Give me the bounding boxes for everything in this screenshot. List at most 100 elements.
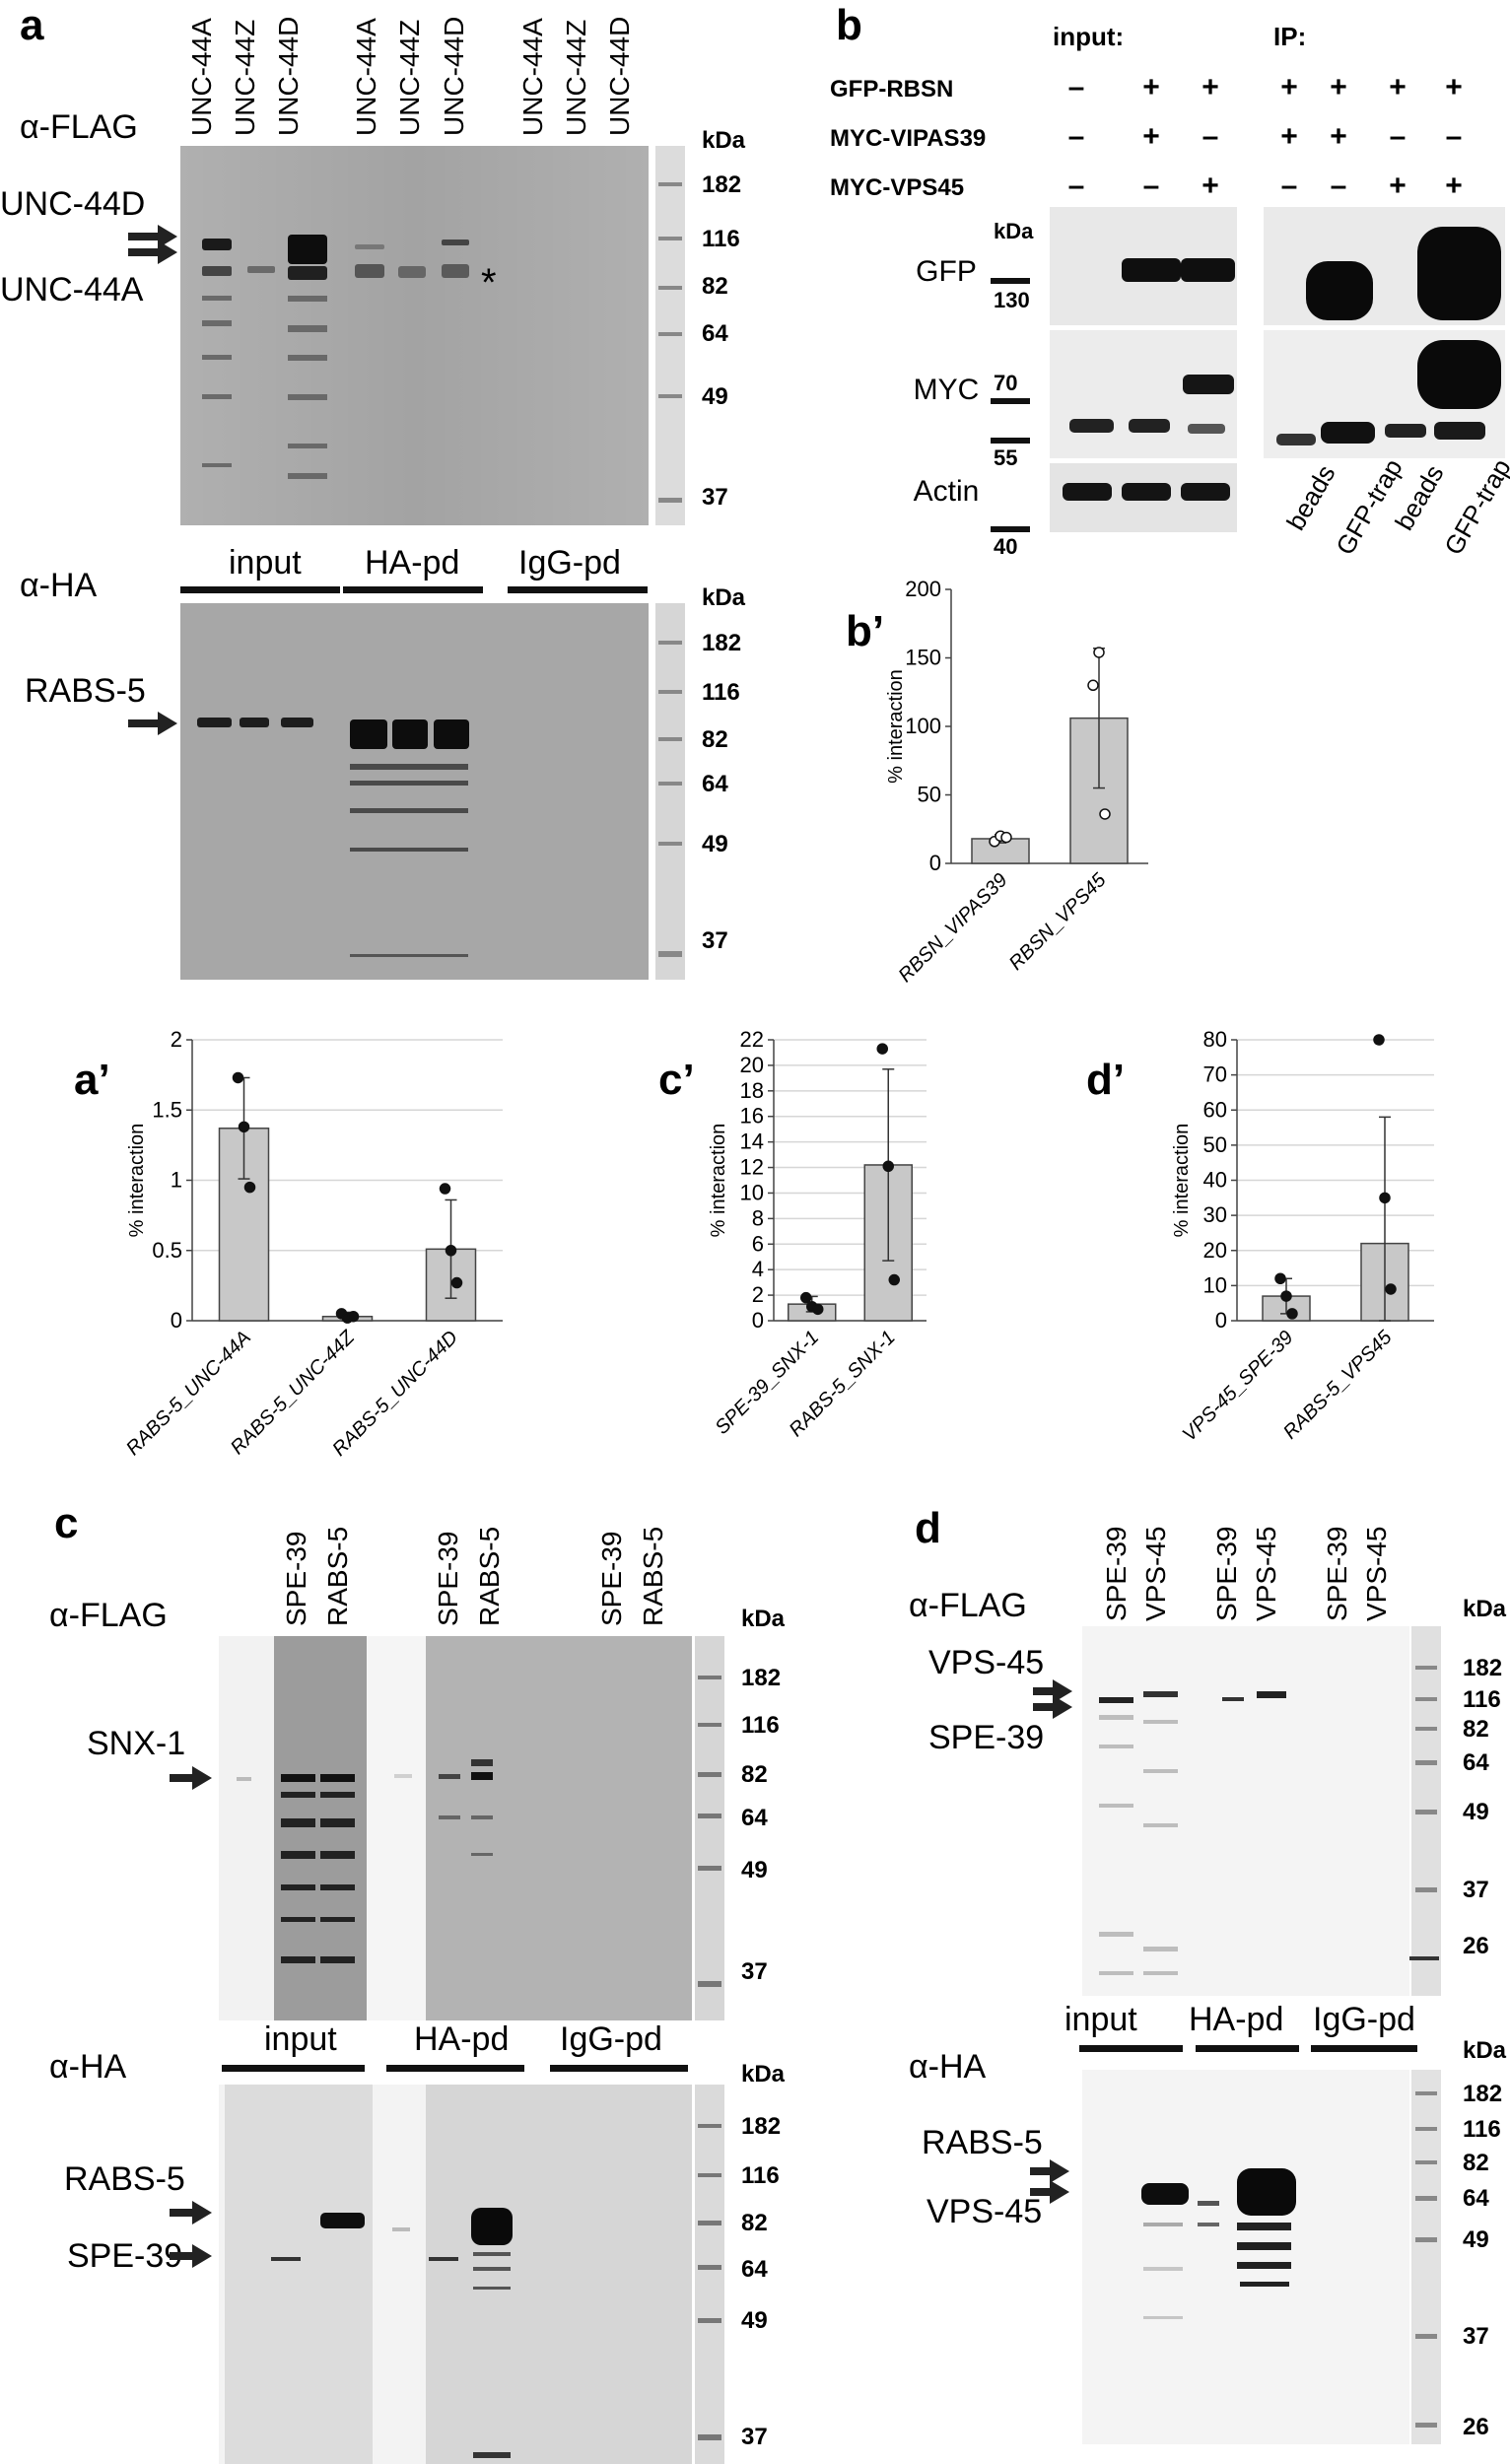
data-point — [1093, 647, 1105, 658]
arrow-icon — [170, 1766, 212, 1790]
group-labels-c-bottom: input HA-pd IgG-pd — [264, 2020, 662, 2058]
data-point — [238, 1121, 250, 1133]
y-tick-label: 0 — [1215, 1308, 1227, 1333]
sign: + — [1389, 71, 1407, 103]
kda-marker: 182 — [741, 1665, 781, 1691]
kda-marker: 37 — [702, 927, 728, 954]
kda-marker: 182 — [702, 630, 741, 656]
data-point — [232, 1071, 244, 1084]
y-tick-label: 30 — [1203, 1202, 1227, 1227]
kda-marker: 49 — [702, 383, 728, 410]
data-point — [243, 1181, 256, 1194]
kda-marker: 64 — [741, 2256, 768, 2283]
kda-marker: 49 — [702, 831, 728, 857]
sign: + — [1142, 120, 1160, 153]
data-point — [1274, 1272, 1286, 1284]
kda-marker: 182 — [741, 2113, 781, 2140]
group-label: IgG-pd — [518, 544, 621, 582]
condition-row: GFP-RBSN MYC-VIPAS39 MYC-VPS45 — [830, 76, 986, 201]
lane-label: VPS-45 — [1140, 1527, 1171, 1622]
sign: – — [1390, 120, 1407, 153]
sign: + — [1445, 170, 1463, 202]
y-tick-label: 2 — [171, 1027, 182, 1052]
lane-label: UNC-44Z — [394, 20, 425, 136]
kda-marker: 55 — [994, 445, 1017, 470]
blot-label: MYC — [914, 374, 980, 406]
sign: + — [1330, 71, 1347, 103]
data-point — [888, 1273, 900, 1286]
y-axis-label: % interaction — [708, 1124, 729, 1238]
y-tick-label: 2 — [752, 1282, 764, 1307]
y-tick-label: 70 — [1203, 1062, 1227, 1087]
panel-a: a α-FLAG UNC-44A UNC-44Z UNC-44D UNC-44A… — [0, 1, 746, 980]
y-tick-label: 50 — [1203, 1132, 1227, 1157]
ip-lane-labels: beads GFP-trap beads GFP-trap — [1280, 453, 1510, 560]
arrow-icon — [128, 712, 177, 735]
kda-title: kDa — [741, 2061, 786, 2088]
y-axis-label: % interaction — [1171, 1124, 1193, 1238]
kda-title: kDa — [1463, 2037, 1507, 2064]
kda-marker: 37 — [741, 2424, 768, 2450]
kda-marker: 82 — [741, 1761, 768, 1788]
kda-marker: 49 — [741, 1857, 768, 1883]
y-tick-label: 20 — [1203, 1238, 1227, 1263]
lane-label: RABS-5 — [322, 1527, 353, 1626]
kda-marker: 64 — [1463, 2185, 1489, 2212]
kda-marker: 82 — [1463, 2150, 1489, 2176]
chart-b-prime: b’ 0 50 100 150 200 % interaction RBSN_VIPAS39R… — [846, 577, 1148, 987]
group-labels-d-bottom: input HA-pd IgG-pd — [1064, 2001, 1415, 2038]
kda-title: kDa — [702, 584, 746, 611]
antibody-label-a-top: α-FLAG — [20, 108, 138, 146]
kda-markers-d-bottom: 182 116 82 64 49 37 26 — [1463, 2081, 1502, 2440]
y-tick-label: 12 — [740, 1155, 764, 1180]
y-tick-label: 6 — [752, 1231, 764, 1256]
sign: – — [1281, 170, 1298, 202]
kda-marker: 82 — [741, 2210, 768, 2236]
data-point — [1373, 1034, 1385, 1046]
y-tick-label: 8 — [752, 1205, 764, 1230]
sign: – — [1331, 170, 1347, 202]
group-label: IgG-pd — [560, 2020, 662, 2058]
y-tick-label: 18 — [740, 1078, 764, 1103]
lane-label: SPE-39 — [1211, 1527, 1242, 1622]
group-label: HA-pd — [1189, 2001, 1283, 2038]
group-bars — [180, 586, 648, 593]
arrow-icon — [1033, 1679, 1072, 1719]
blot-c-top — [219, 1636, 724, 2020]
kda-marker: 49 — [1463, 1799, 1489, 1825]
kda-marker: 26 — [1463, 2414, 1489, 2440]
arrow-icon — [128, 225, 177, 264]
kda-markers-a-bottom: 182 116 82 64 49 37 — [702, 630, 741, 954]
band-label-rabs5: RABS-5 — [64, 2160, 185, 2198]
kda-markers-c-bottom: 182 116 82 64 49 37 — [741, 2113, 781, 2450]
kda-marker: 116 — [741, 2162, 780, 2189]
data-point — [1379, 1192, 1391, 1204]
kda-marker: 116 — [1463, 1686, 1501, 1713]
lane-label: RABS-5 — [638, 1527, 668, 1626]
data-point — [876, 1043, 888, 1055]
y-tick-label: 10 — [1203, 1272, 1227, 1297]
kda-markers-a-top: 182 116 82 64 49 37 — [702, 171, 741, 511]
band-label-rabs5: RABS-5 — [25, 672, 146, 710]
blot-c-bottom — [219, 2085, 724, 2464]
kda-marker: 130 — [994, 288, 1030, 312]
section-label-input: input: — [1053, 22, 1124, 51]
row-label: GFP-RBSN — [830, 76, 953, 103]
kda-marker: 82 — [1463, 1716, 1489, 1743]
kda-markers-d-top: 182 116 82 64 49 37 26 — [1463, 1655, 1502, 1959]
group-label: HA-pd — [365, 544, 459, 582]
y-tick-label: 1 — [171, 1168, 182, 1193]
kda-marker: 116 — [702, 679, 740, 706]
blot-label: Actin — [914, 475, 980, 508]
panel-letter-c: c — [54, 1499, 78, 1547]
kda-title: kDa — [741, 1606, 786, 1632]
data-point — [882, 1160, 894, 1172]
lane-labels-a-top: UNC-44A UNC-44Z UNC-44D UNC-44A UNC-44Z … — [186, 17, 635, 136]
data-point — [347, 1310, 360, 1323]
kda-marker: 116 — [741, 1712, 780, 1739]
lane-labels-d-top: SPE-39 VPS-45 SPE-39 VPS-45 SPE-39 VPS-4… — [1101, 1527, 1392, 1622]
kda-title: kDa — [702, 127, 746, 154]
sign: + — [1330, 120, 1347, 153]
y-tick-label: 0 — [929, 851, 941, 875]
